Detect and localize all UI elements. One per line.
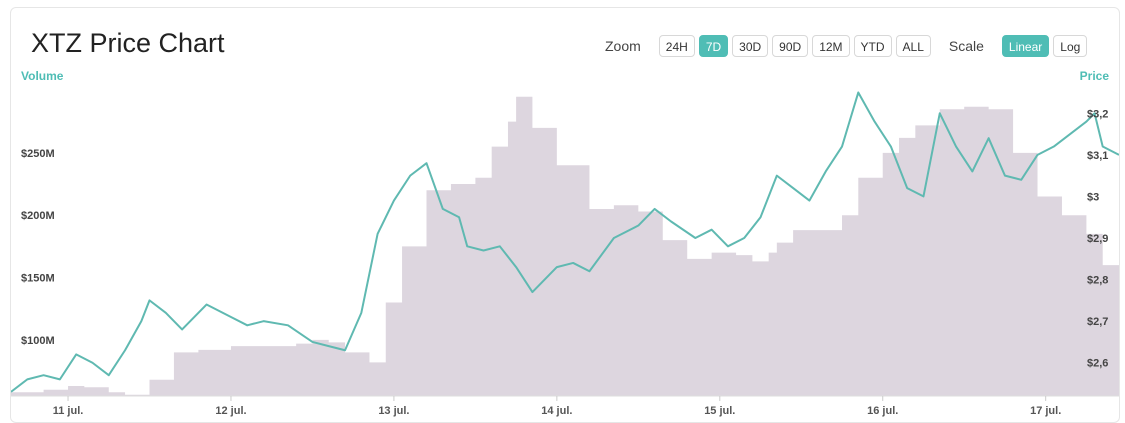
chart-controls: Zoom 24H 7D 30D 90D 12M YTD ALL Scale Li…	[605, 34, 1091, 58]
chart-card: XTZ Price Chart Zoom 24H 7D 30D 90D 12M …	[10, 7, 1120, 423]
price-tick-label: $2,6	[1087, 358, 1108, 370]
zoom-90d-button[interactable]: 90D	[772, 35, 809, 57]
x-tick-label: 15 jul.	[704, 405, 735, 417]
price-chart: 11 jul. 12 jul. 13 jul. 14 jul. 15 jul. 16 ju…	[11, 91, 1119, 417]
price-tick-label: $2,8	[1087, 275, 1108, 287]
zoom-ytd-button[interactable]: YTD	[853, 35, 892, 57]
zoom-all-button[interactable]: ALL	[895, 35, 931, 57]
price-tick-label: $2,7	[1087, 316, 1108, 328]
volume-area	[11, 96, 1119, 396]
volume-axis-title: Volume	[21, 69, 64, 83]
volume-tick-label: $150M	[21, 273, 55, 285]
x-tick-label: 14 jul.	[541, 405, 572, 417]
x-tick-label: 12 jul.	[215, 405, 246, 417]
zoom-7d-button[interactable]: 7D	[698, 35, 729, 57]
x-tick-label: 11 jul.	[53, 405, 84, 417]
scale-label: Scale	[948, 38, 984, 54]
volume-tick-label: $100M	[21, 335, 55, 347]
price-line	[11, 91, 1119, 393]
price-tick-label: $3,2	[1087, 108, 1108, 120]
x-tick-label: 17 jul.	[1030, 405, 1061, 417]
zoom-12m-button[interactable]: 12M	[812, 35, 850, 57]
price-axis-title: Price	[1079, 69, 1109, 83]
scale-log-button[interactable]: Log	[1053, 35, 1088, 57]
price-tick-label: $3	[1087, 191, 1099, 203]
zoom-24h-button[interactable]: 24H	[658, 35, 695, 57]
volume-tick-label: $250M	[21, 148, 55, 160]
scale-linear-button[interactable]: Linear	[1001, 35, 1050, 57]
zoom-label: Zoom	[605, 38, 641, 54]
x-tick-label: 13 jul.	[378, 405, 409, 417]
volume-tick-label: $200M	[21, 210, 55, 222]
price-tick-label: $2,9	[1087, 233, 1108, 245]
page-title: XTZ Price Chart	[31, 28, 225, 58]
zoom-30d-button[interactable]: 30D	[732, 35, 769, 57]
x-tick-label: 16 jul.	[867, 405, 898, 417]
price-tick-label: $3,1	[1087, 150, 1108, 162]
